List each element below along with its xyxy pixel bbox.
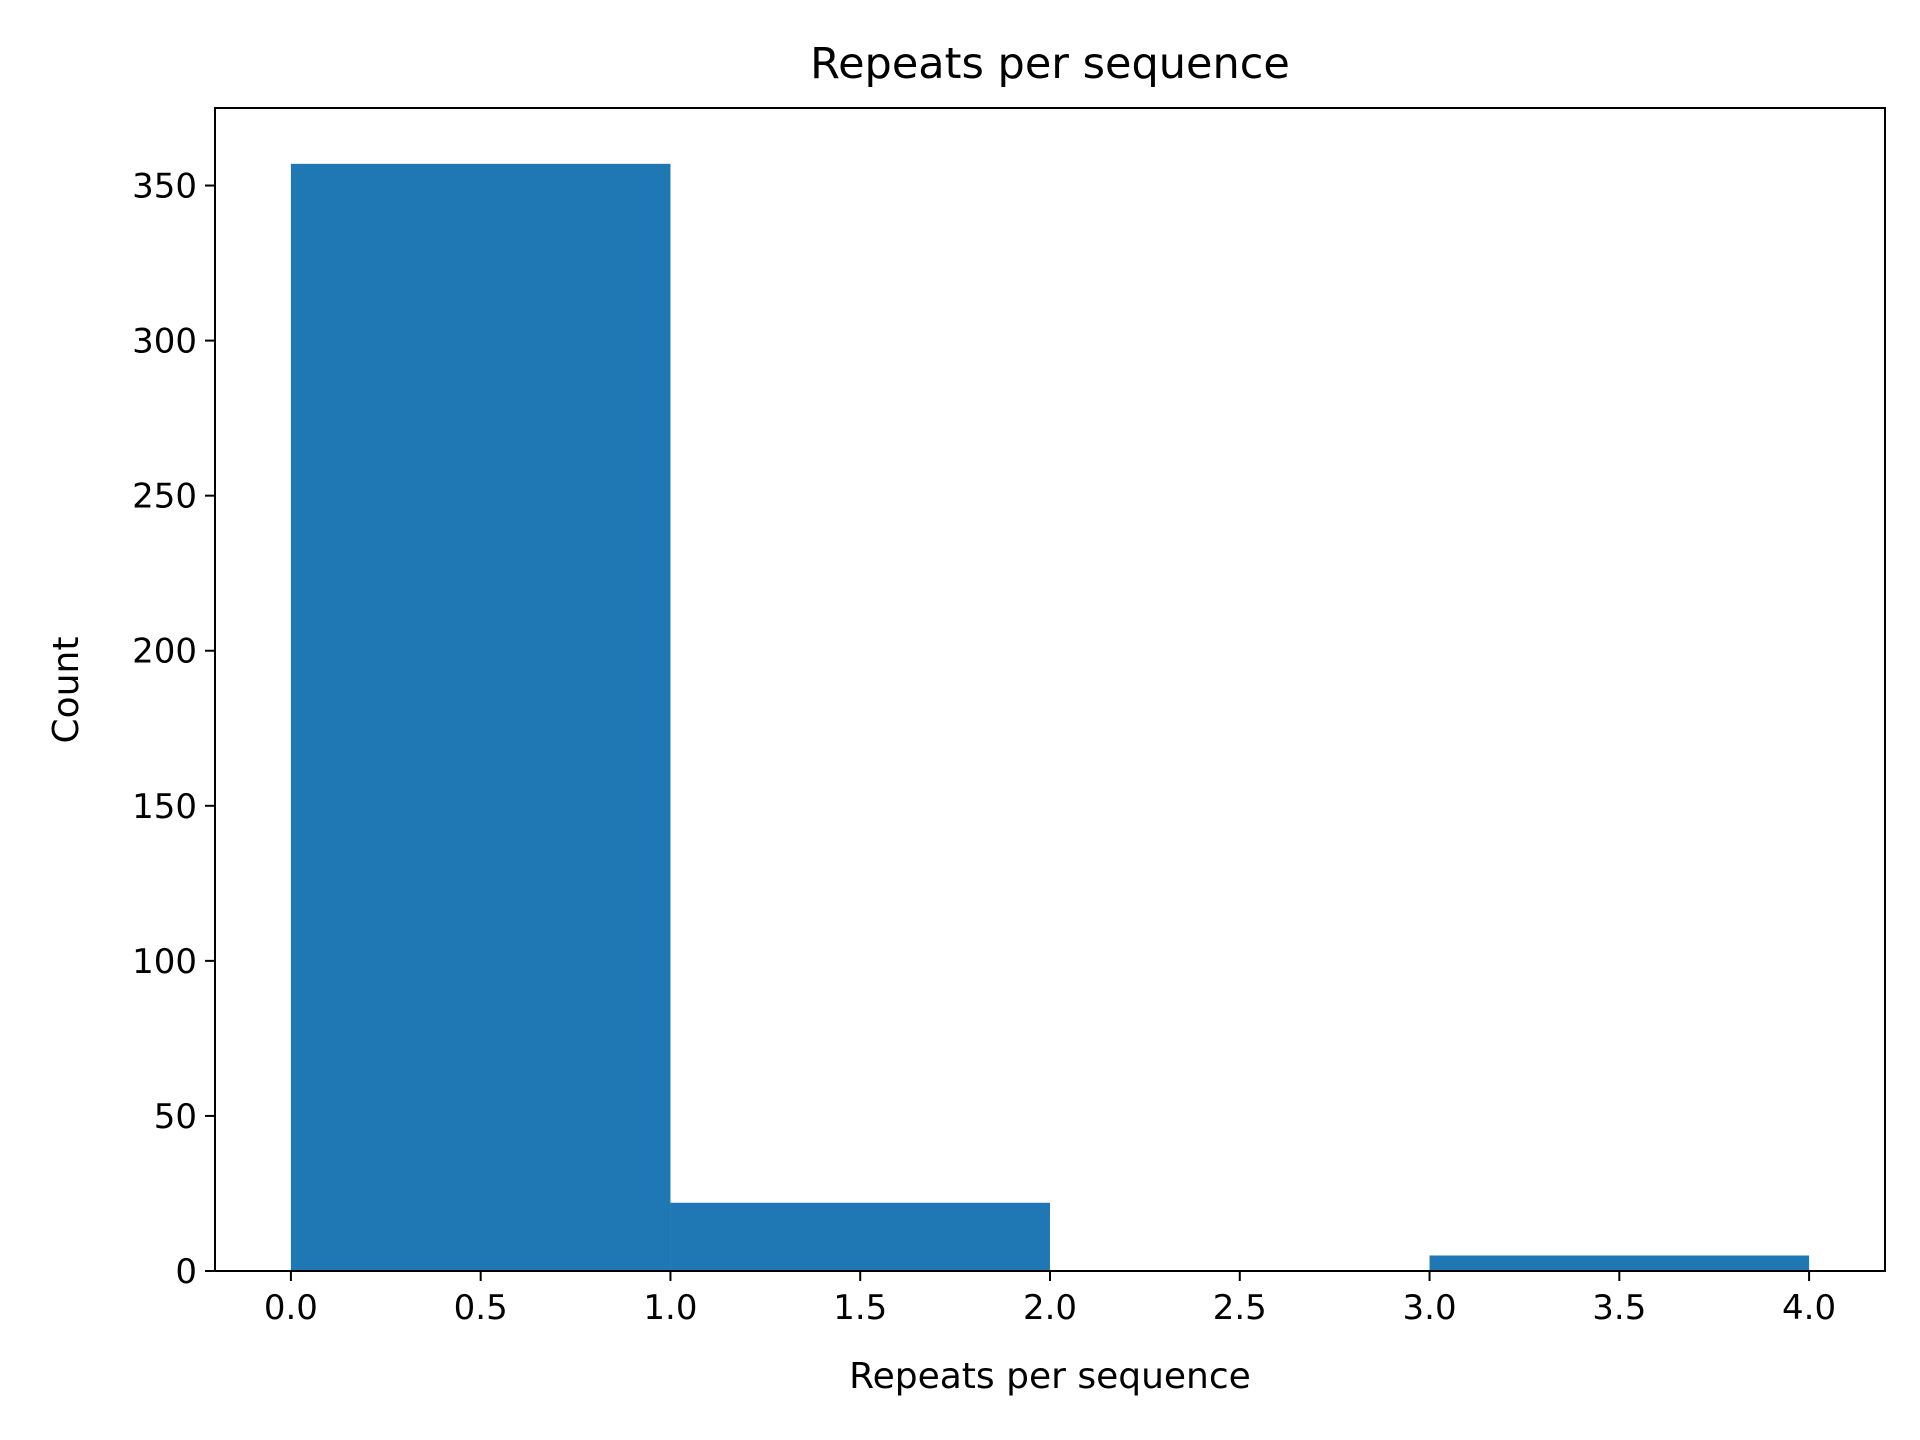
histogram-bars: [290, 163, 1810, 1272]
x-tick-label: 3.0: [1403, 1288, 1457, 1328]
x-tick-label: 2.0: [1023, 1288, 1077, 1328]
y-tick-label: 0: [175, 1252, 197, 1292]
x-tick-label: 3.5: [1592, 1288, 1646, 1328]
y-tick-label: 100: [132, 942, 197, 982]
histogram-bar: [1429, 1255, 1810, 1271]
x-tick-label: 2.5: [1213, 1288, 1267, 1328]
plot-frame: [214, 107, 1886, 1272]
x-tick-label: 1.5: [833, 1288, 887, 1328]
y-tick-label: 200: [132, 632, 197, 672]
x-tick-label: 4.0: [1782, 1288, 1836, 1328]
x-axis-ticks: 0.0 0.5 1.0 1.5 2.0 2.5 3.0 3.5 4.0: [264, 1271, 1836, 1328]
y-tick-label: 250: [132, 477, 197, 517]
y-tick-label: 150: [132, 787, 197, 827]
x-tick-label: 1.0: [643, 1288, 697, 1328]
x-axis-title: Repeats per sequence: [849, 1356, 1251, 1397]
y-tick-label: 300: [132, 322, 197, 362]
histogram-bar: [290, 163, 671, 1272]
x-tick-label: 0.0: [264, 1288, 318, 1328]
y-tick-label: 50: [154, 1097, 197, 1137]
chart-title: Repeats per sequence: [810, 39, 1290, 89]
y-axis-ticks: 0 50 100 150 200 250 300 350: [132, 167, 215, 1292]
histogram-bar: [670, 1202, 1050, 1271]
y-tick-label: 350: [132, 167, 197, 207]
y-axis-title: Count: [46, 637, 87, 744]
x-tick-label: 0.5: [454, 1288, 508, 1328]
